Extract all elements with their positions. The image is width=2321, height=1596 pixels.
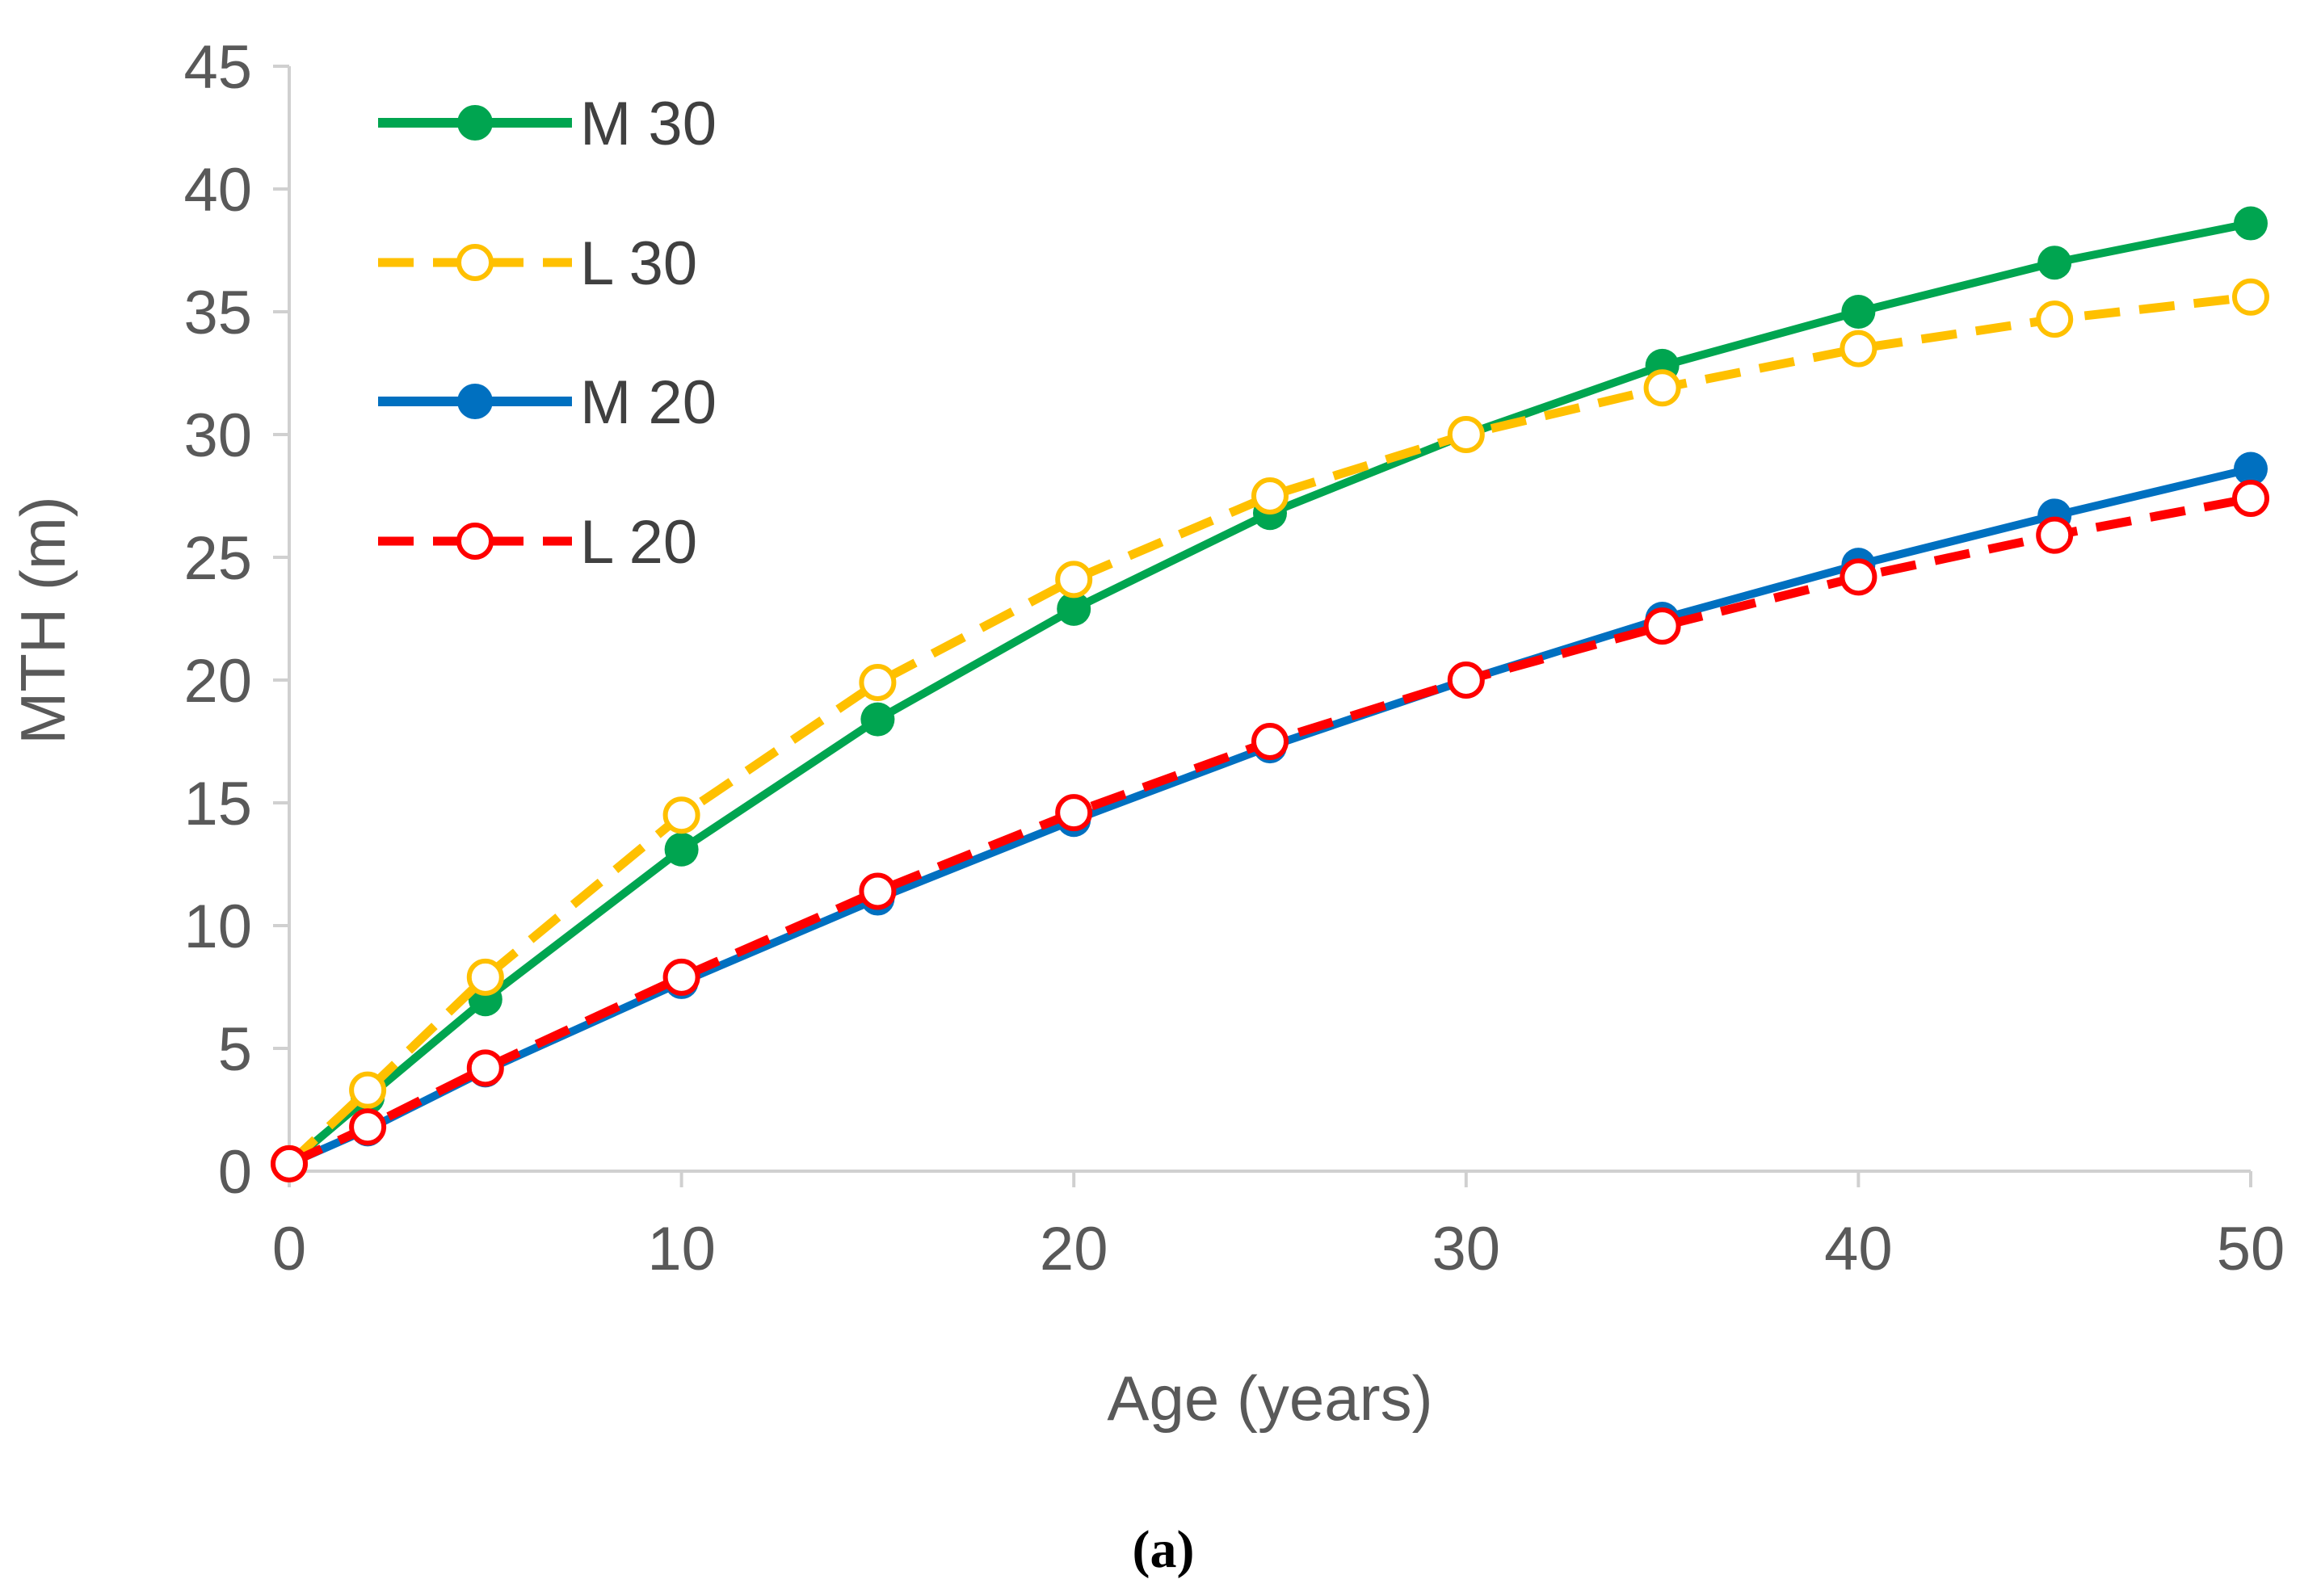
legend-item-l-30: L 30 (378, 229, 697, 298)
x-axis-title: Age (years) (1107, 1363, 1432, 1434)
data-point-l-30 (466, 958, 504, 996)
y-tick-label: 15 (183, 770, 252, 838)
legend-label: L 20 (580, 508, 697, 577)
x-tick-label: 30 (1432, 1215, 1501, 1283)
series-l-20 (271, 480, 2269, 1182)
data-point-l-30 (859, 664, 897, 702)
legend-item-m-20: M 20 (378, 368, 717, 437)
y-tick-label: 45 (183, 33, 252, 102)
data-point-l-30 (1055, 561, 1093, 598)
x-tick-label: 40 (1824, 1215, 1893, 1283)
figure-caption: (a) (1133, 1520, 1195, 1579)
series-line-l-20 (287, 494, 2252, 1168)
legend-item-m-30: M 30 (378, 90, 717, 158)
data-point-l-20 (1251, 723, 1289, 760)
data-point-l-20 (349, 1108, 387, 1146)
series-m-20 (272, 452, 2268, 1181)
data-point-l-20 (1447, 662, 1485, 699)
y-tick-label: 0 (218, 1138, 252, 1207)
axes (288, 66, 2251, 1173)
data-point-l-30 (1447, 416, 1485, 453)
data-point-m-30 (2037, 246, 2072, 280)
y-tick-label: 20 (183, 647, 252, 716)
x-axis-ticks: 0 10 20 30 40 50 (272, 1171, 2285, 1283)
legend-item-l-20: L 20 (378, 508, 697, 577)
y-tick-label: 35 (183, 279, 252, 347)
data-point-l-20 (2036, 516, 2074, 554)
data-point-l-20 (1840, 558, 1877, 596)
data-point-l-30 (662, 796, 700, 834)
legend-label: M 20 (580, 368, 717, 437)
legend: M 30 L 30 M 20 L 20 (378, 90, 717, 577)
data-point-l-30 (1643, 369, 1681, 407)
data-point-m-20 (2234, 452, 2268, 486)
data-point-l-20 (662, 958, 700, 996)
data-point-l-20 (1055, 794, 1093, 832)
y-tick-label: 40 (183, 156, 252, 225)
data-point-m-30 (2234, 206, 2268, 241)
y-tick-label: 30 (183, 401, 252, 470)
data-point-l-30 (1840, 330, 1877, 368)
data-point-l-30 (2036, 300, 2074, 338)
series-line-l-30 (286, 292, 2252, 1167)
data-point-l-30 (2232, 278, 2269, 316)
data-point-m-30 (1057, 591, 1091, 626)
data-point-l-20 (1643, 607, 1681, 645)
data-point-l-20 (271, 1144, 308, 1182)
x-tick-label: 20 (1040, 1215, 1108, 1283)
y-axis-title: MTH (m) (7, 496, 78, 745)
data-point-l-30 (1251, 477, 1289, 514)
data-point-l-30 (349, 1071, 387, 1109)
legend-swatch-marker (457, 384, 493, 419)
legend-swatch-marker (456, 523, 494, 560)
data-point-m-30 (1841, 295, 1876, 329)
data-point-m-30 (664, 832, 699, 867)
x-tick-label: 50 (2217, 1215, 2285, 1283)
legend-swatch-marker (457, 105, 493, 141)
y-tick-label: 5 (218, 1015, 252, 1084)
data-point-l-20 (859, 872, 897, 910)
x-tick-label: 0 (272, 1215, 306, 1283)
legend-swatch-marker (456, 244, 494, 281)
y-tick-label: 10 (183, 892, 252, 961)
legend-label: M 30 (580, 90, 717, 158)
y-tick-label: 25 (183, 524, 252, 593)
series-layer (271, 206, 2269, 1182)
data-point-l-20 (2232, 480, 2269, 518)
data-point-l-20 (466, 1049, 504, 1087)
y-axis-ticks: 0 5 10 15 20 25 30 35 40 45 (183, 33, 289, 1207)
data-point-m-30 (860, 702, 895, 737)
x-tick-label: 10 (647, 1215, 716, 1283)
legend-label: L 30 (580, 229, 697, 298)
series-line-m-30 (286, 219, 2252, 1167)
